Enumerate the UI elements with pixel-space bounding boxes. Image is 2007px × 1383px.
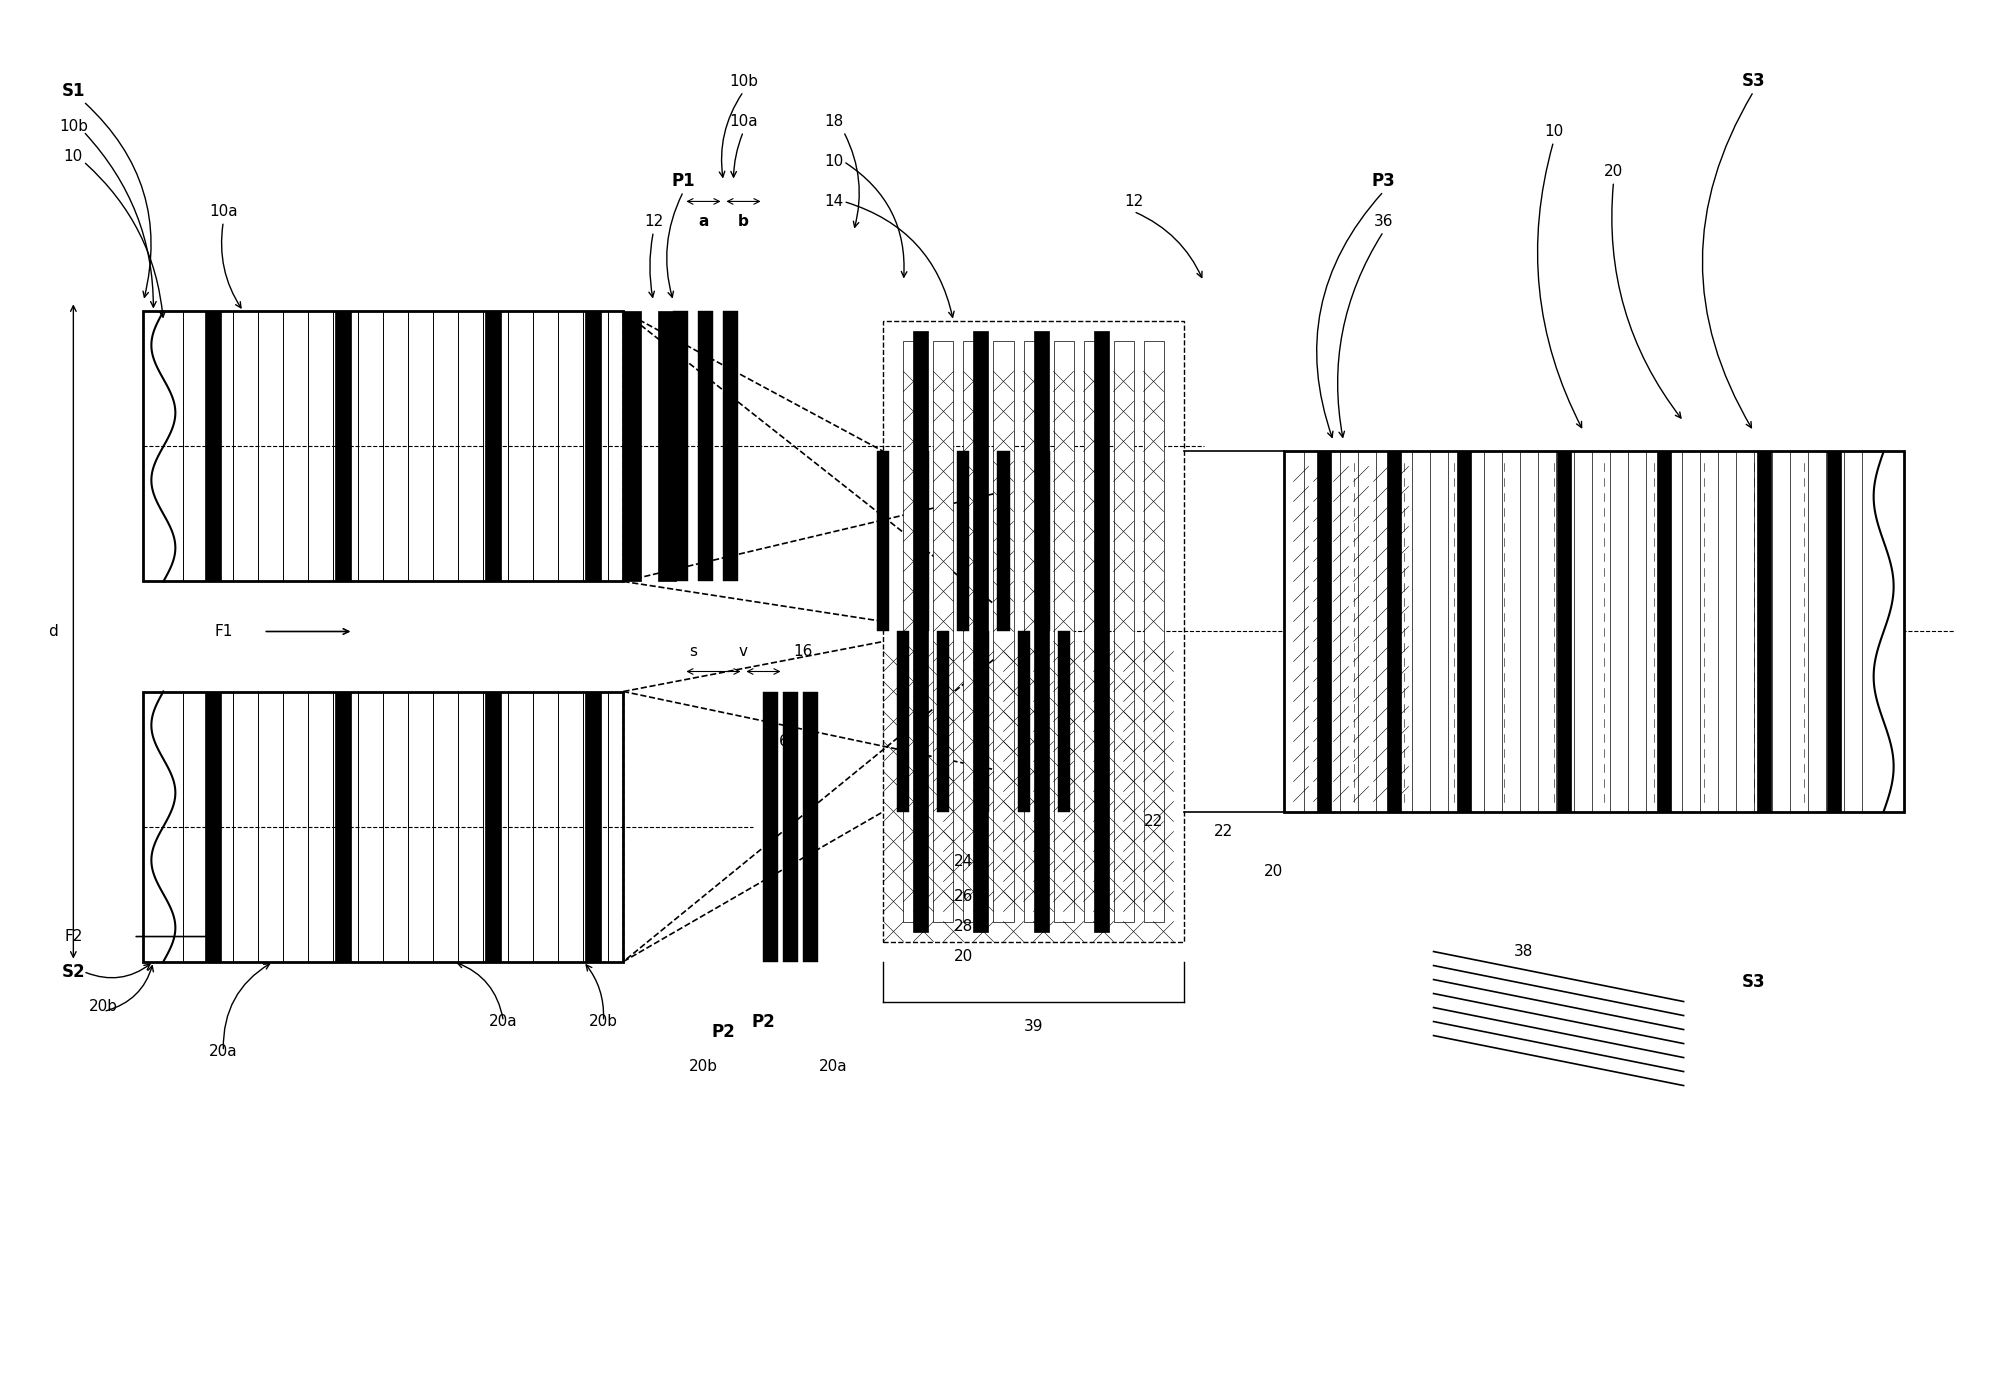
Bar [1317,451,1331,812]
Text: F2: F2 [64,929,82,945]
Bar [142,311,624,581]
Text: P3: P3 [1371,173,1395,191]
Bar [1756,451,1770,812]
Bar [883,321,1184,942]
Bar [977,632,989,812]
Bar [1387,451,1401,812]
Bar [913,332,929,932]
Bar [903,342,923,921]
Bar [937,632,949,812]
Bar [1284,451,1905,812]
Text: S2: S2 [62,963,84,981]
Bar [783,692,799,961]
Text: 20b: 20b [588,1014,618,1029]
Text: P1: P1 [672,173,694,191]
Bar [1024,342,1044,921]
Text: v: v [739,644,749,658]
Bar [486,311,502,581]
Bar [674,311,688,581]
Text: 20: 20 [953,949,973,964]
Bar [1457,451,1471,812]
Text: d: d [48,624,58,639]
Bar [205,311,221,581]
Text: S3: S3 [1742,72,1766,90]
Bar [1557,451,1571,812]
Text: 10a: 10a [209,203,237,219]
Text: 18: 18 [823,113,843,129]
Bar [586,692,602,961]
Text: 20a: 20a [209,1044,237,1059]
Text: 20: 20 [1264,864,1282,880]
Bar [1054,342,1074,921]
Bar [486,692,502,961]
Text: 20b: 20b [688,1059,719,1075]
Text: 22: 22 [1144,815,1164,828]
Bar [877,451,889,632]
Bar [624,311,642,581]
Bar [1018,632,1030,812]
Text: 10: 10 [823,154,843,169]
Bar [723,311,739,581]
Text: S3: S3 [1742,972,1766,990]
Bar [586,311,602,581]
Bar [658,311,676,581]
Text: 36: 36 [1375,214,1393,230]
Text: 20a: 20a [819,1059,847,1075]
Text: P2: P2 [751,1012,775,1030]
Bar [1094,332,1108,932]
Bar [1114,342,1134,921]
Bar [803,692,819,961]
Bar [1058,632,1070,812]
Text: S1: S1 [62,83,84,101]
Bar [335,692,351,961]
Text: 38: 38 [1513,945,1533,958]
Text: 22: 22 [1214,824,1232,839]
Bar [993,342,1014,921]
Text: 12: 12 [644,214,662,230]
Text: 10b: 10b [729,73,759,89]
Bar [1656,451,1670,812]
Text: 10: 10 [64,149,82,165]
Text: 6: 6 [779,734,789,750]
Bar [335,311,351,581]
Bar [917,451,929,632]
Bar [142,692,624,961]
Text: 20: 20 [1604,165,1624,178]
Text: a: a [698,214,708,230]
Bar [963,342,983,921]
Bar [957,451,969,632]
Bar [205,692,221,961]
Bar [1144,342,1164,921]
Bar [698,311,712,581]
Bar [997,451,1010,632]
Bar [933,342,953,921]
Text: F1: F1 [215,624,233,639]
Bar [1034,332,1048,932]
Text: 16: 16 [795,644,813,658]
Bar [1038,451,1050,632]
Bar [1826,451,1840,812]
Text: 10b: 10b [58,119,88,134]
Text: 10a: 10a [729,113,759,129]
Text: P2: P2 [712,1022,735,1040]
Text: 14: 14 [823,194,843,209]
Bar [973,332,989,932]
Text: 24: 24 [953,855,973,869]
Text: 28: 28 [953,920,973,934]
Text: 20a: 20a [490,1014,518,1029]
Text: 39: 39 [1024,1019,1044,1034]
Text: 26: 26 [953,889,973,904]
Bar [1084,342,1104,921]
Text: 10: 10 [1543,124,1563,138]
Text: 12: 12 [1124,194,1144,209]
Bar [763,692,779,961]
Text: s: s [690,644,698,658]
Text: 20b: 20b [88,999,118,1014]
Bar [897,632,909,812]
Text: b: b [739,214,749,230]
